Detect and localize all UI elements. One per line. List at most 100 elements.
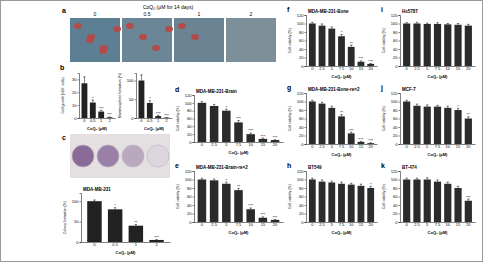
y-tick: 120 — [297, 91, 306, 96]
y-tick-label: 100 — [297, 99, 304, 104]
y-tick-label: 20 — [299, 211, 304, 216]
bar — [319, 182, 326, 222]
significance: *** — [359, 56, 364, 61]
y-tick-mark — [193, 111, 195, 112]
error-bar — [416, 104, 418, 106]
x-tick: 7.5 — [236, 142, 242, 147]
x-tick-label: 2.5 — [211, 222, 217, 227]
error-bar — [405, 100, 407, 101]
x-tick-label: 5 — [225, 142, 228, 147]
y-tick: 100 — [297, 99, 306, 104]
x-tick: 5 — [331, 66, 334, 71]
x-tick: 0 — [311, 222, 314, 227]
significance: *** — [154, 235, 159, 240]
bar — [328, 29, 335, 66]
significance: ** — [340, 110, 344, 115]
x-axis: 02.557.5101520 — [401, 144, 476, 149]
panel-letter: d — [175, 86, 179, 93]
x-tick: 2 — [165, 118, 168, 123]
y-axis-title: Cell viability (%) — [382, 184, 386, 209]
x-tick-label: 5 — [225, 222, 228, 227]
photo-colony — [178, 23, 186, 29]
y-tick: 120 — [185, 93, 194, 98]
x-axis-title: CoQ₀ (μM) — [87, 126, 107, 131]
y-tick: 40 — [299, 125, 306, 130]
chart-title: MCF-7 — [402, 87, 416, 92]
error-bar — [457, 186, 459, 188]
x-tick: 15 — [456, 66, 461, 71]
y-axis-title: Cell viability (%) — [176, 184, 180, 209]
y-tick: 20 — [393, 133, 400, 138]
y-tick-label: 100 — [72, 199, 79, 204]
photo — [70, 18, 120, 62]
y-tick-mark — [305, 93, 307, 94]
bars — [403, 22, 472, 66]
chart: ******05010000.512CoQ₀ (μM)Colony format… — [63, 187, 171, 255]
y-tick-label: 60 — [393, 116, 398, 121]
chart-title: MDA-MB-231-Brain-re×2 — [196, 165, 248, 170]
photo-label: 2 — [250, 11, 253, 17]
y-tick-mark — [305, 41, 307, 42]
y-tick: 60 — [393, 116, 400, 121]
x-axis-title: CoQ₀ (μM) — [116, 250, 136, 255]
y-tick: 80 — [187, 108, 194, 113]
error-bar — [457, 24, 459, 25]
x-tick: 5 — [426, 66, 429, 71]
bar — [403, 24, 410, 67]
x-tick-label: 0 — [311, 144, 314, 149]
x-axis-title: CoQ₀ (μM) — [428, 74, 448, 79]
significance: ** — [134, 220, 138, 225]
y-tick: 40 — [187, 203, 194, 208]
bar — [348, 133, 355, 144]
y-tick-label: 120 — [391, 169, 398, 174]
x-tick-label: 2.5 — [414, 222, 420, 227]
error-bar — [93, 200, 95, 201]
y-tick-label: 120 — [297, 169, 304, 174]
bars — [87, 200, 164, 242]
error-bar — [213, 104, 215, 106]
x-tick-label: 1 — [135, 242, 138, 247]
y-tick-mark — [399, 119, 401, 120]
x-tick-label: 15 — [359, 222, 364, 227]
significance: * — [226, 178, 228, 183]
chart-title: BT549 — [308, 165, 322, 170]
x-axis-title: CoQ₀ (μM) — [332, 74, 352, 79]
y-axis-line — [80, 194, 82, 243]
y-tick-mark — [399, 102, 401, 103]
bar — [82, 83, 88, 118]
y-tick-mark — [305, 49, 307, 50]
y-tick-label: 0 — [301, 64, 304, 69]
panel-letter: e — [175, 162, 179, 169]
y-tick-mark — [305, 222, 307, 223]
y-tick: 100 — [391, 21, 400, 26]
y-tick-mark — [305, 102, 307, 103]
x-tick-label: 20 — [466, 144, 471, 149]
x-tick-label: 15 — [261, 222, 266, 227]
bar — [465, 26, 472, 66]
y-tick-label: 60 — [299, 38, 304, 43]
y-tick-mark — [399, 205, 401, 206]
bar — [454, 188, 461, 222]
x-tick-label: 7.5 — [339, 66, 345, 71]
y-tick: 120 — [297, 169, 306, 174]
error-bar — [213, 179, 215, 180]
error-bar — [447, 23, 449, 25]
bar — [424, 24, 431, 66]
significance: *** — [261, 134, 266, 139]
y-tick-mark — [193, 214, 195, 215]
x-tick: 5 — [331, 222, 334, 227]
significance: *** — [236, 116, 241, 121]
y-tick: 60 — [299, 38, 306, 43]
x-tick-label: 20 — [368, 144, 373, 149]
y-tick: 60 — [299, 116, 306, 121]
x-tick: 7.5 — [339, 222, 345, 227]
y-tick-mark — [399, 110, 401, 111]
chart: *******05010000.512CoQ₀ (μM)Mammosphere … — [118, 73, 173, 131]
x-tick-label: 5 — [426, 144, 429, 149]
x-tick: 0 — [93, 242, 96, 247]
x-tick: 2.5 — [414, 222, 420, 227]
y-tick: 10 — [72, 103, 79, 108]
y-tick-mark — [399, 180, 401, 181]
x-tick-label: 1 — [157, 118, 160, 123]
y-tick-mark — [399, 222, 401, 223]
